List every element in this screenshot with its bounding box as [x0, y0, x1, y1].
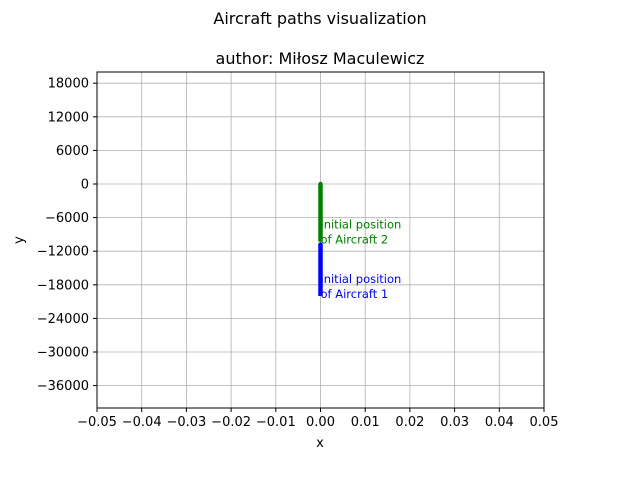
chart-suptitle: Aircraft paths visualization [213, 9, 426, 28]
y-tick-label: 0 [81, 178, 89, 193]
y-tick-label: −12000 [37, 245, 89, 260]
y-tick-label: −6000 [45, 211, 89, 226]
series-endpoint-aircraft-1 [318, 242, 323, 247]
x-tick-label: 0.05 [530, 415, 559, 430]
annotation-aircraft-2-line-2: of Aircraft 2 [321, 233, 389, 247]
x-tick-label: −0.02 [211, 415, 251, 430]
x-tick-label: 0.03 [440, 415, 469, 430]
y-tick-label: −18000 [37, 278, 89, 293]
y-tick-label: 12000 [48, 110, 89, 125]
annotation-aircraft-1-line-1: initial position [321, 272, 402, 286]
x-axis-label: x [316, 436, 324, 451]
chart-title: author: Miłosz Maculewicz [216, 49, 425, 68]
series-layer [318, 181, 323, 296]
tick-layer: −0.05 −0.04 −0.03 −0.02 −0.01 0.00 0.01 0.02 0.0… [37, 77, 559, 430]
y-axis-label: y [12, 236, 27, 244]
x-tick-label: 0.04 [485, 415, 514, 430]
y-tick-label: −30000 [37, 346, 89, 361]
x-tick-label: 0.00 [306, 415, 335, 430]
y-tick-label: −36000 [37, 379, 89, 394]
y-tick-label: 6000 [56, 144, 89, 159]
y-tick-label: 18000 [48, 77, 89, 92]
grid-lines [96, 72, 545, 408]
y-tick-label: −24000 [37, 312, 89, 327]
annotation-aircraft-2-line-1: initial position [321, 218, 402, 232]
x-tick-label: 0.01 [351, 415, 380, 430]
x-tick-label: 0.02 [395, 415, 424, 430]
x-tick-label: −0.05 [77, 415, 117, 430]
series-endpoint-aircraft-2 [318, 181, 323, 187]
annotation-aircraft-1-line-2: of Aircraft 1 [321, 287, 389, 301]
x-tick-label: −0.03 [166, 415, 206, 430]
x-tick-label: −0.04 [122, 415, 162, 430]
x-tick-label: −0.01 [256, 415, 296, 430]
